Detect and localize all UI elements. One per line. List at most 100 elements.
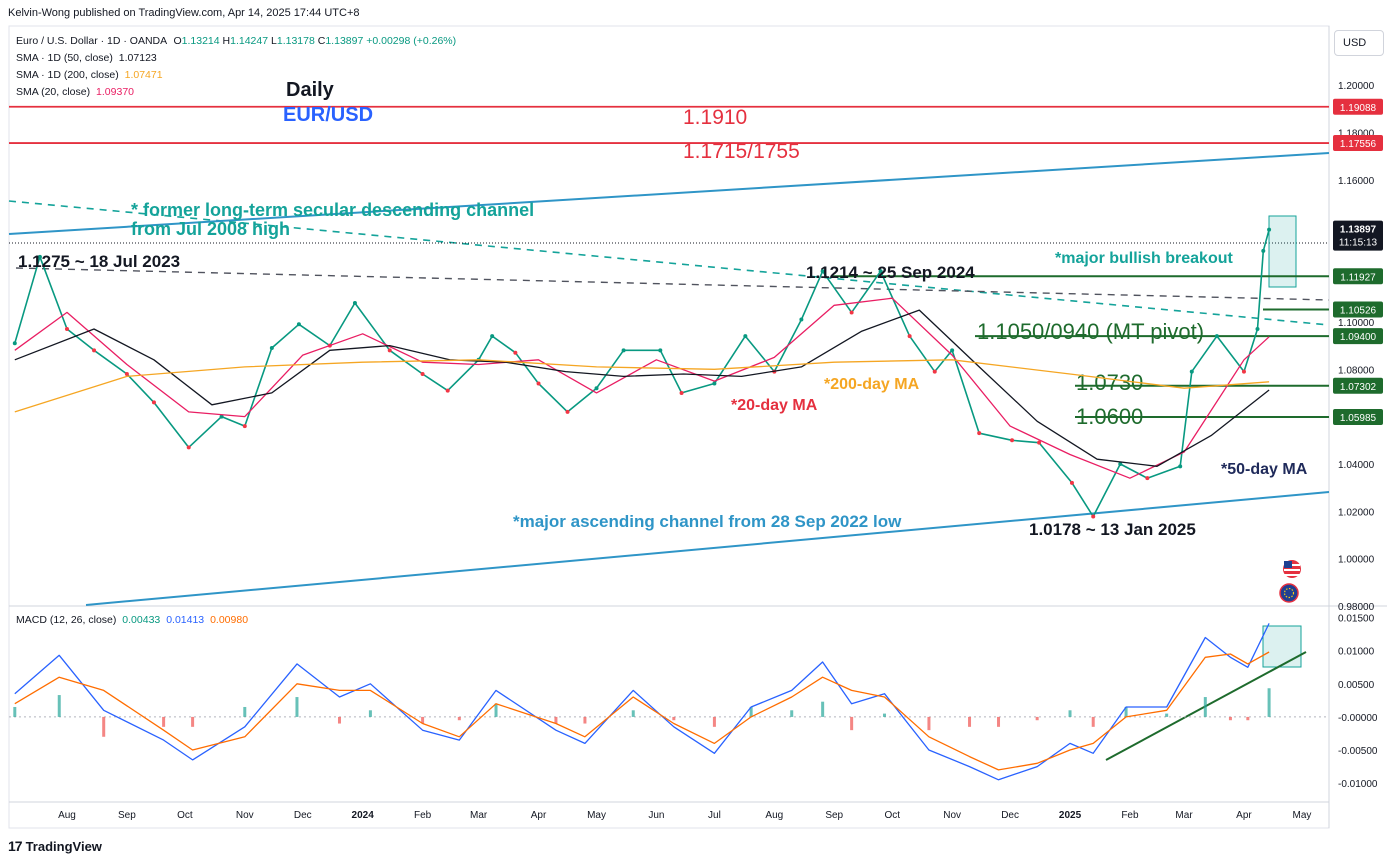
currency-selector-button[interactable]: USD bbox=[1334, 30, 1384, 56]
macd-legend[interactable]: MACD (12, 26, close) 0.00433 0.01413 0.0… bbox=[16, 614, 248, 626]
macd-histogram-bar[interactable] bbox=[1035, 716, 1039, 721]
macd-histogram-bar[interactable] bbox=[295, 697, 299, 717]
price-point[interactable] bbox=[296, 322, 301, 327]
price-point[interactable] bbox=[772, 369, 777, 374]
price-point[interactable] bbox=[1214, 334, 1219, 339]
macd-histogram-bar[interactable] bbox=[13, 706, 17, 717]
macd-histogram-bar[interactable] bbox=[1091, 716, 1095, 727]
price-point[interactable] bbox=[352, 300, 357, 305]
price-point[interactable] bbox=[1178, 464, 1183, 469]
macd-histogram-bar[interactable] bbox=[1228, 716, 1232, 721]
price-point[interactable] bbox=[849, 310, 854, 315]
price-point[interactable] bbox=[327, 343, 332, 348]
macd-histogram-bar[interactable] bbox=[850, 716, 854, 731]
macd-histogram-bar[interactable] bbox=[243, 706, 247, 717]
macd-histogram-bar[interactable] bbox=[554, 716, 558, 724]
price-point[interactable] bbox=[1255, 327, 1260, 332]
price-point[interactable] bbox=[932, 369, 937, 374]
price-point[interactable] bbox=[1241, 369, 1246, 374]
macd-histogram-bar[interactable] bbox=[421, 716, 425, 724]
macd-series-line[interactable] bbox=[14, 623, 1270, 781]
price-point[interactable] bbox=[1145, 476, 1150, 481]
price-point[interactable] bbox=[219, 414, 224, 419]
macd-histogram-bar[interactable] bbox=[457, 716, 461, 721]
series-line[interactable] bbox=[14, 297, 1270, 479]
macd-histogram-bar[interactable] bbox=[749, 706, 753, 717]
price-point[interactable] bbox=[1267, 227, 1272, 232]
price-point[interactable] bbox=[679, 390, 684, 395]
macd-histogram-bar[interactable] bbox=[1267, 688, 1271, 717]
price-point[interactable] bbox=[799, 317, 804, 322]
macd-histogram-bar[interactable] bbox=[927, 716, 931, 731]
macd-histogram-bar[interactable] bbox=[1203, 697, 1207, 717]
support-resistance-levels[interactable]: 1.1910 1.1715/1755 1.1050/0940 (MT pivot) 1… bbox=[9, 105, 1329, 429]
macd-histogram-bar[interactable] bbox=[57, 695, 61, 717]
macd-histogram-bar[interactable] bbox=[337, 716, 341, 724]
series-line[interactable] bbox=[14, 309, 1270, 467]
price-point[interactable] bbox=[977, 431, 982, 436]
price-series[interactable] bbox=[12, 227, 1272, 519]
price-point[interactable] bbox=[420, 372, 425, 376]
macd-histogram-bar[interactable] bbox=[790, 710, 794, 717]
symbol-legend-row[interactable]: Euro / U.S. Dollar · 1D · OANDA O1.13214… bbox=[16, 33, 456, 50]
price-point[interactable] bbox=[186, 445, 191, 450]
series-line[interactable] bbox=[14, 359, 1270, 413]
price-axis[interactable]: 1.220001.200001.180001.160001.140001.120… bbox=[1338, 34, 1375, 613]
price-point[interactable] bbox=[64, 327, 69, 332]
price-point[interactable] bbox=[1037, 440, 1042, 445]
macd-histogram-bar[interactable] bbox=[162, 716, 166, 727]
macd-histogram-bar[interactable] bbox=[968, 716, 972, 727]
price-point[interactable] bbox=[242, 424, 247, 429]
series-line[interactable] bbox=[14, 229, 1270, 518]
price-point[interactable] bbox=[1189, 369, 1194, 374]
price-point[interactable] bbox=[621, 348, 626, 353]
macd-histogram-bar[interactable] bbox=[494, 703, 498, 717]
price-point[interactable] bbox=[269, 345, 274, 350]
price-point[interactable] bbox=[1118, 461, 1123, 466]
price-point[interactable] bbox=[92, 348, 97, 353]
macd-series-line[interactable] bbox=[14, 651, 1270, 771]
price-point[interactable] bbox=[387, 348, 392, 353]
macd-histogram-bar[interactable] bbox=[821, 701, 825, 717]
price-point[interactable] bbox=[950, 348, 955, 353]
price-point[interactable] bbox=[820, 269, 825, 274]
macd-series[interactable] bbox=[9, 623, 1329, 781]
macd-axis[interactable]: 0.01500 0.01000 0.00500 -0.00000 -0.00500 -0.… bbox=[1338, 614, 1378, 791]
us-flag-icon[interactable] bbox=[1283, 560, 1301, 578]
price-point[interactable] bbox=[1261, 248, 1266, 253]
price-point[interactable] bbox=[1069, 480, 1074, 485]
price-point[interactable] bbox=[594, 386, 599, 391]
macd-histogram-bar[interactable] bbox=[102, 716, 106, 737]
macd-histogram-bar[interactable] bbox=[1068, 710, 1072, 717]
macd-histogram-bar[interactable] bbox=[583, 716, 587, 724]
price-point[interactable] bbox=[151, 400, 156, 405]
eu-flag-icon[interactable] bbox=[1279, 583, 1299, 603]
price-point[interactable] bbox=[476, 357, 481, 362]
price-point[interactable] bbox=[565, 409, 570, 414]
price-point[interactable] bbox=[658, 348, 663, 353]
price-point[interactable] bbox=[37, 254, 42, 259]
price-point[interactable] bbox=[743, 334, 748, 339]
price-point[interactable] bbox=[490, 334, 495, 339]
time-axis[interactable]: Aug Sep Oct Nov Dec 2024 Feb Mar Apr May Jun Jul Aug… bbox=[58, 810, 1311, 821]
price-point[interactable] bbox=[445, 388, 450, 393]
macd-histogram-bar[interactable] bbox=[1124, 706, 1128, 717]
macd-histogram-bar[interactable] bbox=[1246, 716, 1250, 721]
tradingview-footer[interactable]: 17 TradingView bbox=[8, 838, 102, 854]
price-point[interactable] bbox=[1091, 514, 1096, 519]
macd-histogram-bar[interactable] bbox=[631, 710, 635, 717]
price-point[interactable] bbox=[12, 341, 17, 346]
sma50-legend-row[interactable]: SMA · 1D (50, close) 1.07123 bbox=[16, 50, 456, 67]
price-point[interactable] bbox=[513, 350, 518, 355]
price-point[interactable] bbox=[124, 372, 129, 376]
macd-histogram-bar[interactable] bbox=[191, 716, 195, 727]
macd-histogram-bar[interactable] bbox=[1165, 713, 1169, 717]
macd-histogram-bar[interactable] bbox=[368, 710, 372, 717]
price-point[interactable] bbox=[536, 381, 541, 386]
price-point[interactable] bbox=[1010, 438, 1015, 443]
macd-histogram-bar[interactable] bbox=[997, 716, 1001, 727]
sma20-legend-row[interactable]: SMA (20, close) 1.09370 bbox=[16, 84, 456, 101]
macd-histogram-bar[interactable] bbox=[712, 716, 716, 727]
sma200-legend-row[interactable]: SMA · 1D (200, close) 1.07471 bbox=[16, 67, 456, 84]
